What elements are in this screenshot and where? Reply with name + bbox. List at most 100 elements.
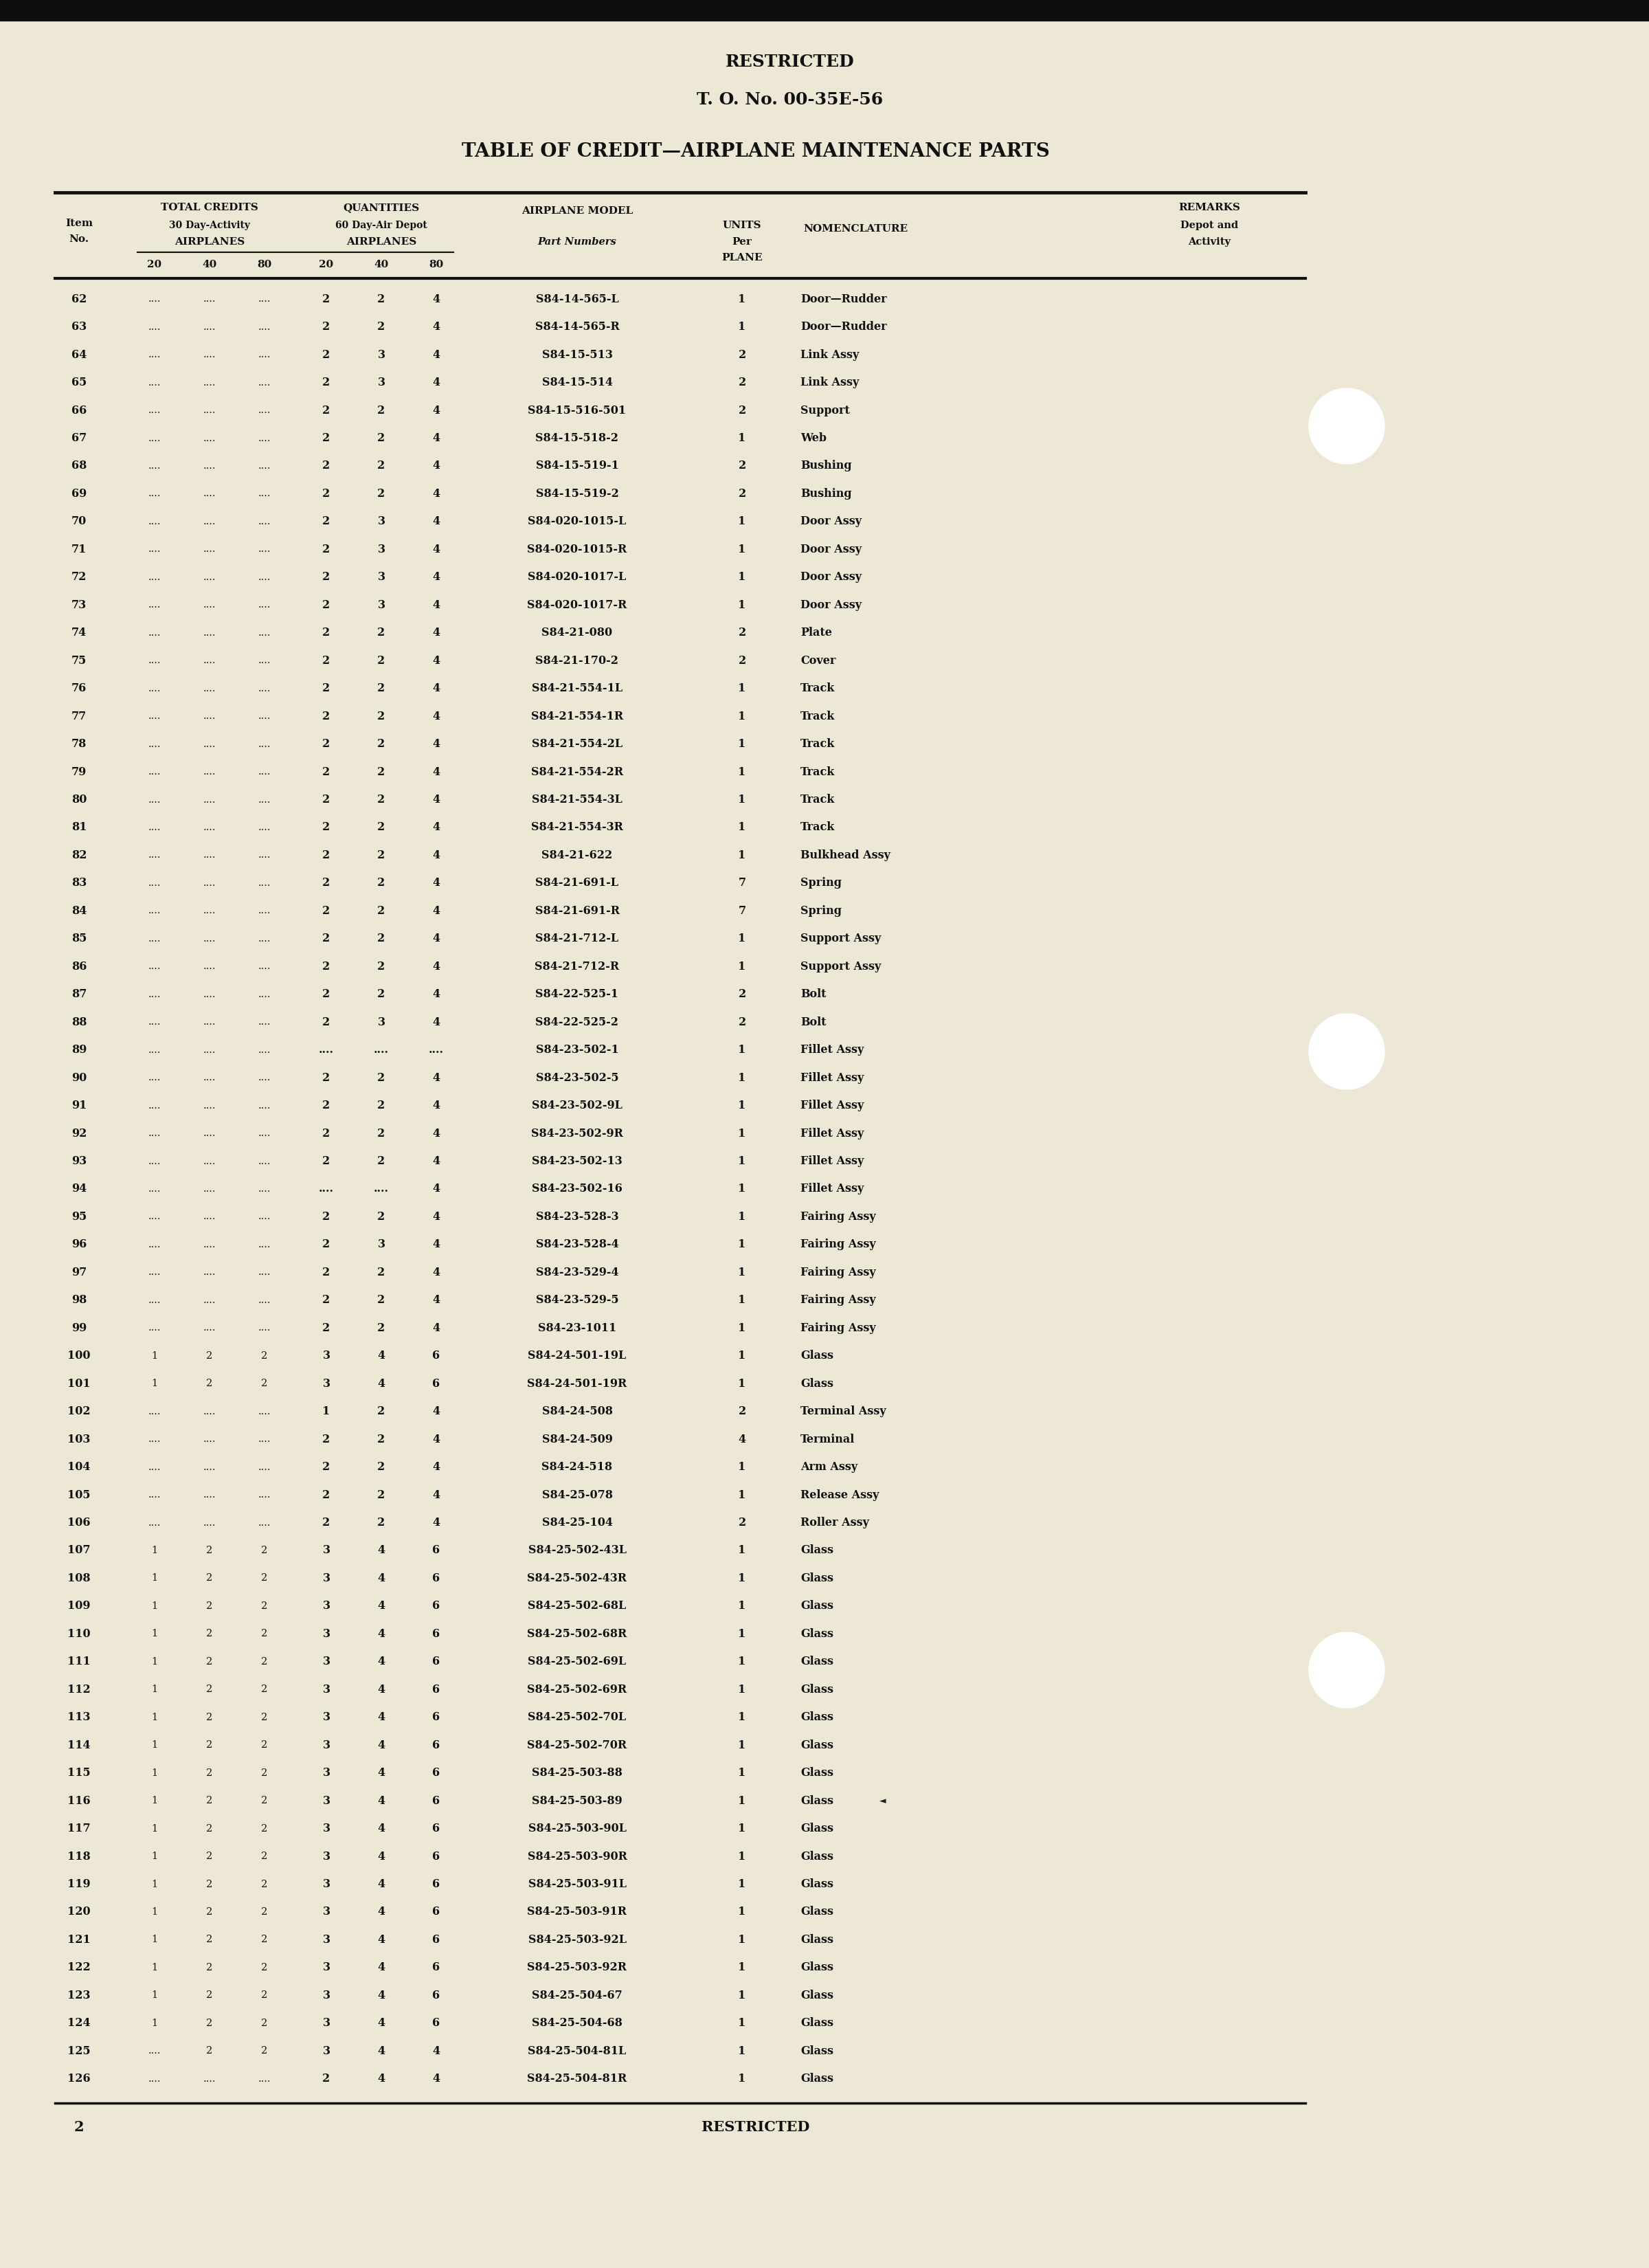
Text: S84-25-502-70L: S84-25-502-70L bbox=[528, 1712, 627, 1724]
Text: ....: .... bbox=[259, 1463, 270, 1472]
Text: Fillet Assy: Fillet Assy bbox=[800, 1073, 864, 1084]
Text: 4: 4 bbox=[378, 1572, 386, 1583]
Text: 2: 2 bbox=[261, 1352, 267, 1361]
Text: S84-23-502-9R: S84-23-502-9R bbox=[531, 1127, 623, 1139]
Text: Roller Assy: Roller Assy bbox=[800, 1517, 869, 1529]
Text: 2: 2 bbox=[323, 293, 330, 304]
Text: 1: 1 bbox=[739, 1490, 745, 1501]
Text: 2: 2 bbox=[323, 572, 330, 583]
Text: 2: 2 bbox=[378, 683, 386, 694]
Text: ....: .... bbox=[259, 989, 270, 1000]
Text: 3: 3 bbox=[323, 1823, 330, 1835]
Text: AIRPLANES: AIRPLANES bbox=[175, 238, 244, 247]
Text: 2: 2 bbox=[206, 1628, 213, 1640]
Text: 2: 2 bbox=[323, 1127, 330, 1139]
Text: Glass: Glass bbox=[800, 1601, 833, 1613]
Text: 4: 4 bbox=[432, 1100, 440, 1111]
Text: ....: .... bbox=[259, 517, 270, 526]
Text: 4: 4 bbox=[378, 1601, 386, 1613]
Text: ....: .... bbox=[203, 601, 216, 610]
Text: S84-25-503-90R: S84-25-503-90R bbox=[528, 1851, 627, 1862]
Text: ....: .... bbox=[148, 379, 162, 388]
Text: ....: .... bbox=[148, 517, 162, 526]
Text: 2: 2 bbox=[378, 626, 386, 640]
Text: 2: 2 bbox=[261, 2019, 267, 2028]
Text: 1: 1 bbox=[739, 1683, 745, 1696]
Text: ....: .... bbox=[374, 1184, 389, 1195]
Text: 2: 2 bbox=[378, 404, 386, 417]
Text: Glass: Glass bbox=[800, 1878, 833, 1889]
Text: Glass: Glass bbox=[800, 1656, 833, 1667]
Text: 2: 2 bbox=[323, 404, 330, 417]
Text: 1: 1 bbox=[152, 1962, 158, 1973]
Text: 2: 2 bbox=[323, 850, 330, 862]
Text: S84-25-504-67: S84-25-504-67 bbox=[533, 1989, 622, 2000]
Text: 4: 4 bbox=[432, 1211, 440, 1222]
Text: 2: 2 bbox=[206, 1379, 213, 1388]
Text: 2: 2 bbox=[378, 1211, 386, 1222]
Text: 1: 1 bbox=[739, 1794, 745, 1808]
Text: ....: .... bbox=[259, 1073, 270, 1082]
Text: 2: 2 bbox=[378, 655, 386, 667]
Text: 79: 79 bbox=[71, 767, 87, 778]
Text: 40: 40 bbox=[203, 261, 218, 270]
Text: 2: 2 bbox=[378, 1461, 386, 1472]
Text: ....: .... bbox=[259, 1490, 270, 1499]
Text: ....: .... bbox=[259, 1046, 270, 1055]
Text: 1: 1 bbox=[152, 1379, 158, 1388]
Text: 1: 1 bbox=[739, 683, 745, 694]
Text: 2: 2 bbox=[323, 460, 330, 472]
Text: ....: .... bbox=[203, 1184, 216, 1193]
Text: 1: 1 bbox=[739, 767, 745, 778]
Text: S84-25-503-91L: S84-25-503-91L bbox=[528, 1878, 627, 1889]
Text: ....: .... bbox=[259, 878, 270, 887]
Text: Release Assy: Release Assy bbox=[800, 1490, 879, 1501]
Text: 2: 2 bbox=[378, 767, 386, 778]
Text: 2: 2 bbox=[378, 322, 386, 333]
Text: ....: .... bbox=[203, 544, 216, 553]
Text: Support: Support bbox=[800, 404, 849, 417]
Text: Track: Track bbox=[800, 767, 834, 778]
Text: 1: 1 bbox=[739, 2046, 745, 2057]
Text: 7: 7 bbox=[739, 878, 745, 889]
Text: 2: 2 bbox=[323, 1490, 330, 1501]
Text: Glass: Glass bbox=[800, 1683, 833, 1696]
Text: 73: 73 bbox=[71, 599, 87, 610]
Text: Cover: Cover bbox=[800, 655, 836, 667]
Text: 4: 4 bbox=[378, 1851, 386, 1862]
Text: 2: 2 bbox=[261, 1823, 267, 1833]
Text: 2: 2 bbox=[739, 1406, 745, 1418]
Text: S84-21-691-L: S84-21-691-L bbox=[536, 878, 618, 889]
Text: 74: 74 bbox=[71, 626, 87, 640]
Text: QUANTITIES: QUANTITIES bbox=[343, 202, 419, 213]
Text: 6: 6 bbox=[432, 1572, 440, 1583]
Text: 1: 1 bbox=[152, 1740, 158, 1751]
Text: S84-25-504-68: S84-25-504-68 bbox=[533, 2016, 622, 2030]
Text: S84-21-554-1R: S84-21-554-1R bbox=[531, 710, 623, 721]
Text: 2: 2 bbox=[261, 1712, 267, 1721]
Text: T. O. No. 00-35E-56: T. O. No. 00-35E-56 bbox=[698, 91, 884, 109]
Text: Bushing: Bushing bbox=[800, 488, 853, 499]
Text: 2: 2 bbox=[261, 1685, 267, 1694]
Text: S84-24-509: S84-24-509 bbox=[543, 1433, 612, 1445]
Text: 4: 4 bbox=[432, 1238, 440, 1250]
Text: 6: 6 bbox=[432, 1823, 440, 1835]
Text: 107: 107 bbox=[68, 1545, 91, 1556]
Text: 4: 4 bbox=[378, 1545, 386, 1556]
Text: 1: 1 bbox=[152, 1796, 158, 1805]
Text: ....: .... bbox=[203, 460, 216, 472]
Text: 4: 4 bbox=[378, 2073, 386, 2084]
Text: 2: 2 bbox=[206, 1547, 213, 1556]
Text: ....: .... bbox=[203, 1322, 216, 1334]
Text: 4: 4 bbox=[378, 1377, 386, 1390]
Text: S84-25-504-81R: S84-25-504-81R bbox=[528, 2073, 627, 2084]
Text: 2: 2 bbox=[206, 1962, 213, 1973]
Text: 2: 2 bbox=[323, 905, 330, 916]
Text: 6: 6 bbox=[432, 1851, 440, 1862]
Text: 3: 3 bbox=[323, 1740, 330, 1751]
Text: ....: .... bbox=[203, 379, 216, 388]
Text: ....: .... bbox=[203, 823, 216, 832]
Text: ....: .... bbox=[259, 490, 270, 499]
Text: 4: 4 bbox=[432, 433, 440, 445]
Text: 3: 3 bbox=[323, 2046, 330, 2057]
